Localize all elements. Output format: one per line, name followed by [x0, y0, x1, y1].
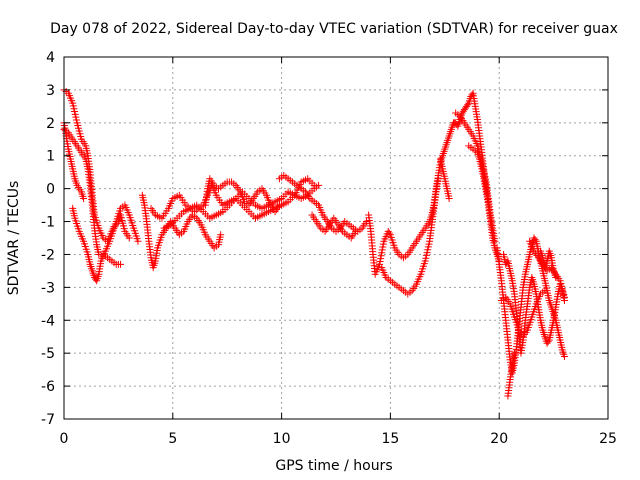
data-point	[217, 231, 225, 239]
data-point	[376, 257, 384, 265]
data-point	[378, 249, 386, 257]
data-point	[544, 338, 552, 346]
data-point	[560, 352, 568, 360]
data-point	[378, 246, 386, 254]
data-point	[531, 236, 539, 244]
data-point	[275, 201, 283, 209]
data-point	[352, 227, 360, 235]
data-point	[560, 293, 568, 301]
y-tick-label: 3	[46, 83, 55, 99]
data-point	[445, 195, 453, 203]
data-point	[541, 287, 549, 295]
data-points	[60, 86, 568, 400]
data-point	[464, 101, 472, 109]
data-point	[385, 229, 393, 237]
x-axis-label: GPS time / hours	[275, 458, 392, 474]
data-point	[134, 237, 142, 245]
x-tick-label: 0	[60, 431, 69, 447]
data-point	[362, 218, 370, 226]
data-point	[379, 243, 387, 251]
x-tick-label: 5	[168, 431, 177, 447]
axis-ticks	[63, 56, 609, 420]
y-tick-label: 1	[46, 149, 55, 165]
data-point	[552, 273, 560, 281]
data-point	[377, 255, 385, 263]
grid-lines	[64, 57, 608, 419]
data-point	[510, 349, 518, 357]
y-tick-label: -4	[41, 313, 55, 329]
x-tick-label: 10	[273, 431, 291, 447]
x-tick-labels: 0 5 10 15 20 25	[60, 431, 617, 447]
y-tick-label: -1	[41, 215, 55, 231]
data-point	[80, 195, 88, 203]
y-tick-label: -6	[41, 379, 55, 395]
y-tick-label: -7	[41, 412, 55, 428]
chart-title: Day 078 of 2022, Sidereal Day-to-day VTE…	[50, 21, 618, 37]
y-tick-label: -2	[41, 247, 55, 263]
plot-frame	[63, 56, 609, 420]
y-tick-labels: -7 -6 -5 -4 -3 -2 -1 0 1 2 3 4	[41, 50, 55, 428]
data-point	[484, 198, 492, 206]
data-point	[310, 181, 318, 189]
data-point	[491, 237, 499, 245]
y-tick-label: 2	[46, 116, 55, 132]
data-point	[125, 234, 133, 242]
data-point	[377, 252, 385, 260]
x-tick-label: 15	[381, 431, 399, 447]
x-tick-label: 20	[490, 431, 508, 447]
data-point	[117, 260, 125, 268]
y-axis-label: SDTVAR / TECUs	[6, 181, 22, 296]
y-tick-label: -5	[41, 346, 55, 362]
y-tick-label: -3	[41, 280, 55, 296]
y-tick-label: 4	[46, 50, 55, 66]
data-point	[434, 175, 442, 183]
data-point	[379, 240, 387, 248]
x-tick-label: 25	[599, 431, 617, 447]
data-point	[468, 91, 476, 99]
y-tick-label: 0	[46, 182, 55, 198]
